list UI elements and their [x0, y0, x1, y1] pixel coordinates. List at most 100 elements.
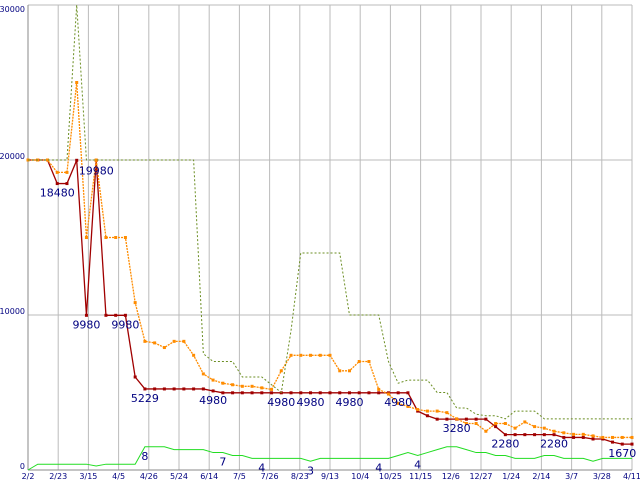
- data-point-avg: [435, 409, 439, 413]
- data-label: 3280: [443, 422, 471, 435]
- data-point-min: [211, 389, 215, 393]
- data-point-min: [357, 391, 361, 395]
- data-point-avg: [630, 435, 634, 439]
- y-tick-label: 30000: [0, 5, 25, 14]
- data-label: 5229: [131, 392, 159, 405]
- data-point-avg: [425, 409, 429, 413]
- data-label: 4980: [199, 394, 227, 407]
- data-point-avg: [533, 425, 537, 429]
- data-point-min: [435, 417, 439, 421]
- x-tick-label: 3/15: [79, 472, 97, 480]
- data-point-avg: [620, 435, 624, 439]
- data-point-avg: [114, 236, 118, 239]
- y-tick-label: 20000: [0, 152, 25, 161]
- data-point-min: [523, 433, 527, 437]
- data-point-avg: [231, 383, 235, 387]
- data-point-min: [474, 417, 478, 421]
- data-point-avg: [396, 401, 400, 405]
- data-point-avg: [357, 360, 361, 363]
- data-point-min: [377, 391, 381, 395]
- data-point-avg: [552, 429, 556, 433]
- data-point-min: [270, 391, 274, 395]
- data-point-min: [601, 437, 605, 441]
- data-point-avg: [367, 360, 371, 363]
- data-point-min: [55, 182, 59, 186]
- x-tick-label: 3/28: [593, 472, 611, 480]
- data-label: 19980: [79, 164, 114, 177]
- data-point-min: [620, 442, 624, 446]
- data-point-avg: [406, 404, 410, 408]
- x-tick-label: 6/14: [200, 472, 218, 480]
- data-point-avg: [572, 432, 576, 436]
- data-point-min: [133, 375, 137, 379]
- data-point-avg: [221, 381, 225, 385]
- x-tick-label: 2/2: [22, 472, 35, 480]
- data-point-avg: [201, 372, 205, 376]
- series-line-max: [28, 4, 632, 420]
- data-point-min: [104, 313, 108, 317]
- data-label: 2280: [491, 438, 519, 451]
- data-point-min: [572, 435, 576, 439]
- data-point-avg: [260, 386, 264, 390]
- data-point-avg: [123, 236, 127, 239]
- data-point-min: [114, 313, 118, 317]
- data-point-avg: [601, 435, 605, 439]
- x-tick-label: 9/13: [321, 472, 339, 480]
- data-point-avg: [240, 384, 244, 388]
- series-line-count: [27, 446, 632, 471]
- x-tick-label: 12/6: [442, 472, 460, 480]
- data-point-min: [581, 435, 585, 439]
- x-tick-label: 10/25: [379, 472, 402, 480]
- data-point-min: [123, 313, 127, 317]
- x-tick-label: 10/4: [351, 472, 369, 480]
- data-point-avg: [309, 353, 313, 357]
- data-point-min: [367, 391, 371, 395]
- data-label: 3: [307, 464, 314, 477]
- data-point-min: [445, 417, 449, 421]
- data-point-avg: [474, 422, 478, 425]
- data-label: 2280: [540, 438, 568, 451]
- data-point-avg: [416, 408, 420, 412]
- data-point-min: [201, 387, 205, 391]
- data-point-min: [143, 387, 147, 391]
- data-label: 4: [258, 461, 265, 474]
- data-point-avg: [386, 392, 390, 396]
- data-point-avg: [542, 426, 546, 430]
- x-tick-label: 2/14: [532, 472, 550, 480]
- data-point-min: [318, 391, 322, 395]
- series-layer: [26, 4, 634, 471]
- data-point-min: [250, 391, 254, 395]
- data-point-avg: [65, 170, 69, 174]
- data-point-avg: [464, 422, 468, 425]
- data-point-avg: [347, 369, 351, 373]
- data-label: 4980: [384, 396, 412, 409]
- data-point-min: [562, 435, 566, 439]
- data-point-avg: [289, 353, 293, 357]
- data-point-min: [533, 433, 537, 437]
- data-label: 1670: [608, 447, 636, 460]
- data-point-min: [503, 433, 507, 437]
- data-point-avg: [562, 431, 566, 435]
- data-point-min: [347, 391, 351, 395]
- data-point-avg: [338, 369, 342, 373]
- data-point-avg: [494, 422, 498, 425]
- data-point-avg: [513, 426, 517, 430]
- data-point-avg: [211, 378, 215, 382]
- data-point-min: [542, 433, 546, 437]
- data-point-avg: [377, 387, 381, 391]
- data-point-avg: [94, 158, 98, 162]
- data-point-avg: [299, 353, 303, 357]
- data-point-avg: [153, 341, 157, 345]
- data-point-avg: [581, 432, 585, 436]
- data-point-avg: [328, 353, 332, 357]
- x-tick-label: 12/27: [469, 472, 492, 480]
- data-point-avg: [104, 236, 108, 239]
- data-point-min: [289, 391, 293, 395]
- data-point-min: [416, 409, 420, 413]
- data-point-min: [396, 391, 400, 395]
- x-tick-label: 1/24: [502, 472, 520, 480]
- data-point-avg: [484, 429, 488, 433]
- data-point-min: [153, 387, 157, 391]
